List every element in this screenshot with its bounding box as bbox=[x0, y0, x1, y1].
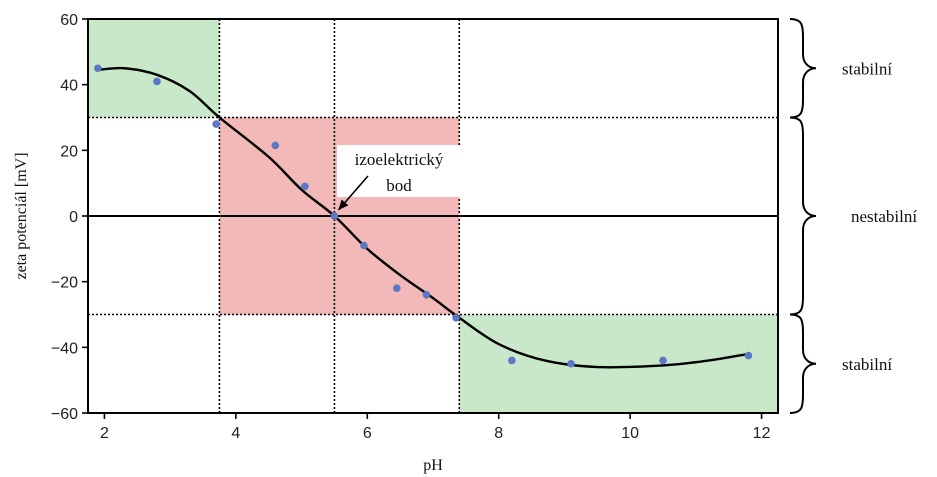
x-tick-label-4: 10 bbox=[621, 425, 639, 442]
data-points bbox=[94, 64, 753, 368]
data-point-7 bbox=[393, 284, 401, 293]
x-tick-label-1: 4 bbox=[231, 425, 240, 442]
data-point-13 bbox=[744, 351, 753, 360]
fit-curve bbox=[97, 66, 749, 369]
data-point-12 bbox=[659, 356, 667, 365]
y-tick-label-2: 20 bbox=[60, 143, 78, 160]
data-point-8 bbox=[422, 291, 431, 299]
data-point-3 bbox=[271, 141, 280, 150]
x-tick-label-0: 2 bbox=[100, 425, 109, 442]
x-tick-label-3: 8 bbox=[494, 425, 503, 442]
x-axis-label: pH bbox=[423, 457, 443, 474]
x-tick-label-5: 12 bbox=[753, 425, 771, 442]
x-tick-label-2: 6 bbox=[363, 425, 372, 442]
region-2 bbox=[459, 314, 778, 413]
data-point-10 bbox=[508, 356, 516, 365]
data-point-5 bbox=[330, 212, 339, 220]
side-braces: stabilní nestabilní stabilní bbox=[789, 18, 917, 414]
side-label-stable-top: stabilní bbox=[842, 59, 892, 78]
annotation-line-2: bod bbox=[386, 176, 412, 195]
data-point-0 bbox=[94, 64, 102, 73]
data-point-6 bbox=[360, 241, 368, 250]
data-point-2 bbox=[212, 120, 220, 128]
annotation-arrowhead bbox=[338, 199, 349, 210]
brace-middle bbox=[789, 116, 817, 316]
y-axis-label: zeta potenciál [mV] bbox=[13, 152, 30, 279]
y-tick-label-0: 60 bbox=[60, 12, 78, 29]
y-tick-label-5: −40 bbox=[51, 340, 78, 357]
data-point-4 bbox=[301, 182, 309, 191]
brace-bottom bbox=[789, 313, 817, 414]
data-point-11 bbox=[567, 359, 575, 368]
axis-ticks: 2 4 6 8 10 12 60 40 20 0 −20 −40 −60 bbox=[51, 12, 771, 442]
side-label-stable-bottom: stabilní bbox=[842, 355, 892, 374]
y-tick-label-1: 40 bbox=[60, 78, 78, 95]
side-label-unstable: nestabilní bbox=[851, 207, 917, 226]
brace-top bbox=[789, 18, 817, 119]
isoelectric-annotation: izoelektrický bod bbox=[337, 145, 461, 211]
data-point-1 bbox=[153, 77, 161, 86]
y-tick-label-3: 0 bbox=[69, 209, 78, 226]
data-point-9 bbox=[452, 313, 460, 322]
fit-curve-group bbox=[97, 66, 749, 369]
y-tick-label-4: −20 bbox=[51, 275, 78, 292]
y-tick-label-6: −60 bbox=[51, 406, 78, 423]
annotation-line-1: izoelektrický bbox=[355, 150, 444, 169]
